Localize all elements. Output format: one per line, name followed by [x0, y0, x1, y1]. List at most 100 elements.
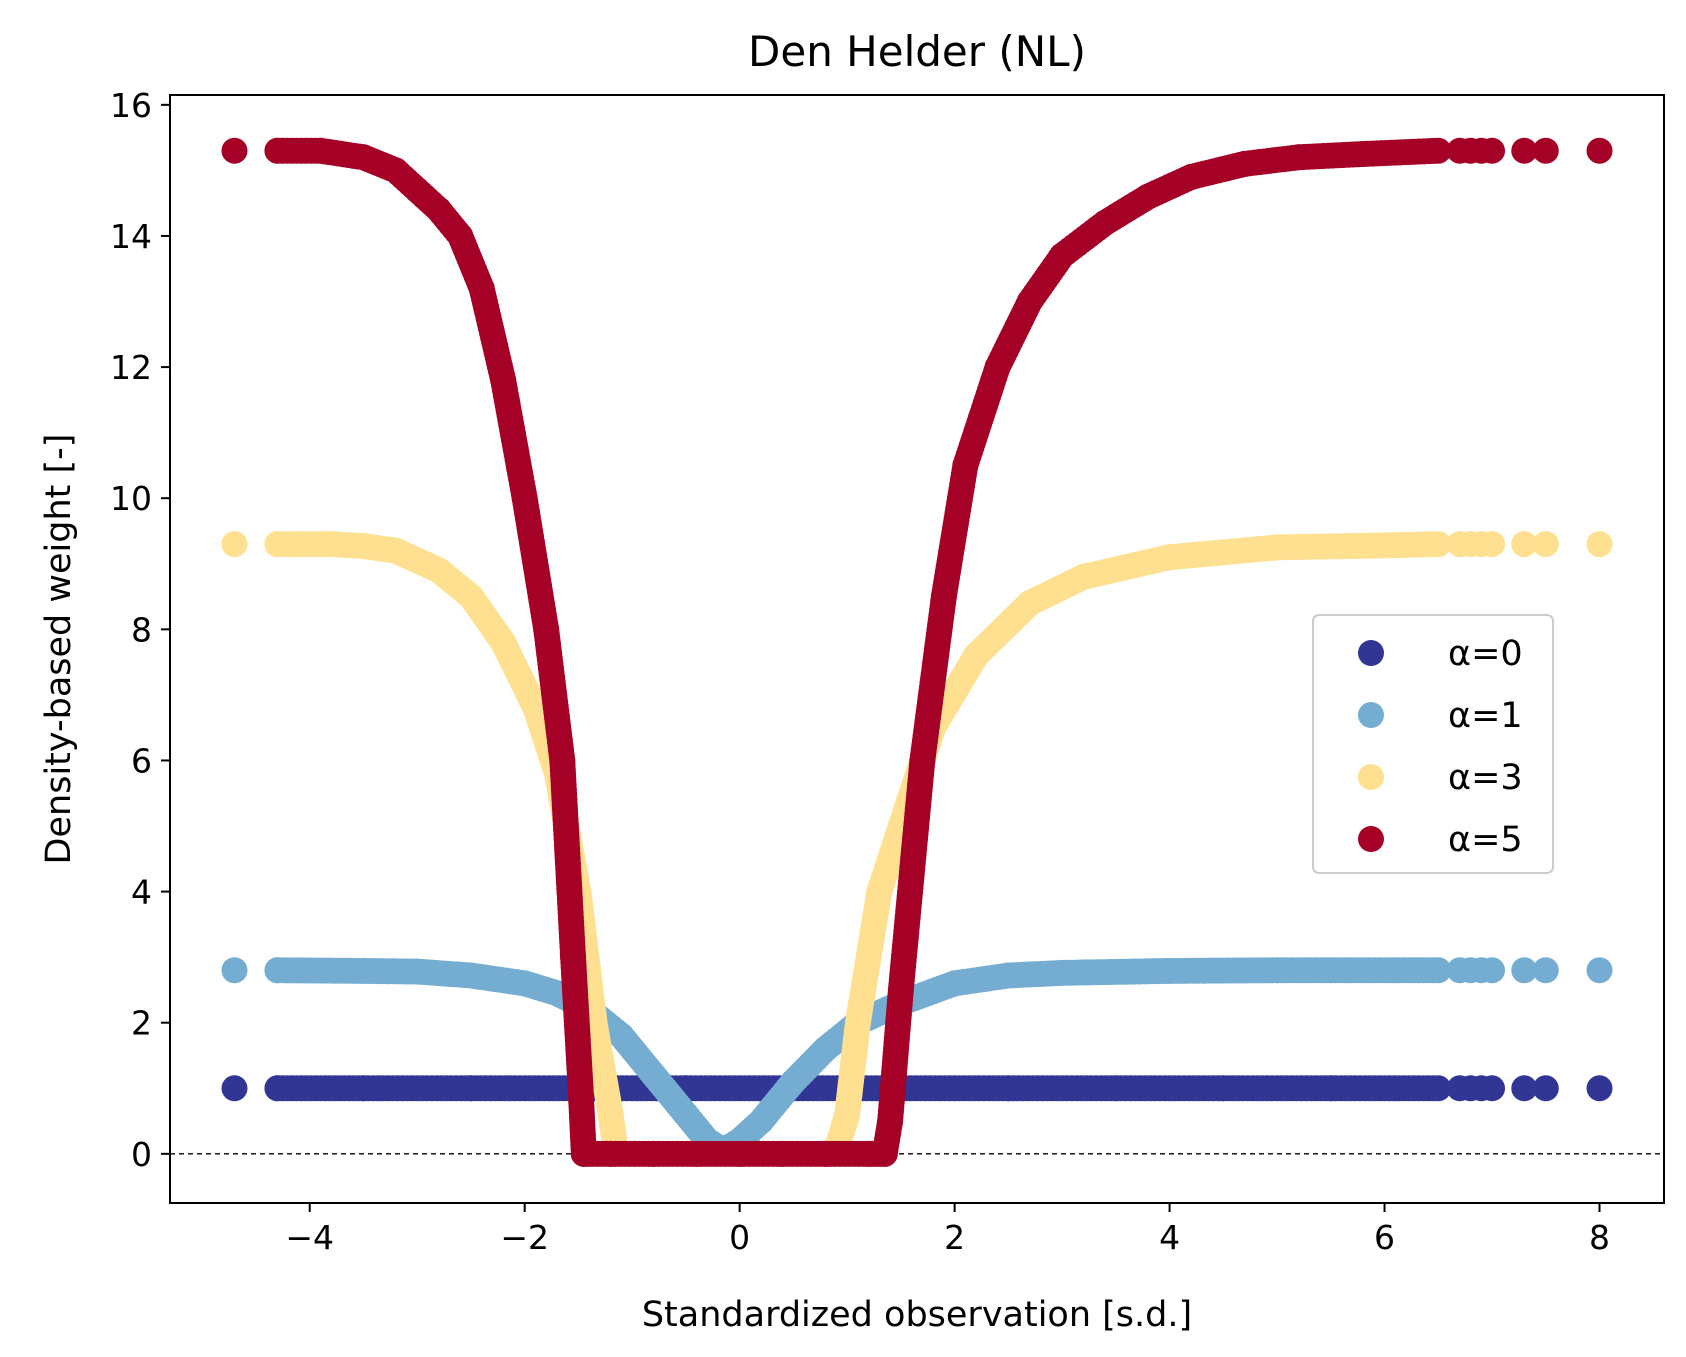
- x-axis-title: Standardized observation [s.d.]: [642, 1295, 1192, 1335]
- data-point: [1156, 544, 1183, 571]
- y-tick-label: 12: [110, 348, 152, 387]
- data-point: [1317, 1075, 1344, 1102]
- data-point: [1092, 209, 1119, 236]
- x-tick-label: −4: [285, 1218, 334, 1257]
- data-point: [909, 747, 936, 774]
- data-point: [1479, 531, 1506, 558]
- data-point: [963, 642, 990, 669]
- data-point: [560, 944, 587, 971]
- data-point: [1049, 242, 1076, 269]
- data-point: [608, 1022, 635, 1049]
- data-point: [780, 1068, 807, 1095]
- y-tick-label: 16: [110, 86, 152, 125]
- data-point: [640, 1062, 667, 1089]
- data-point: [640, 1140, 667, 1167]
- y-tick-label: 14: [110, 217, 152, 256]
- data-point: [382, 157, 409, 184]
- data-point: [221, 137, 248, 164]
- data-point: [457, 962, 484, 989]
- data-point: [382, 537, 409, 564]
- data-point: [930, 583, 957, 610]
- series-1: [221, 957, 1613, 1164]
- data-point: [404, 958, 431, 985]
- data-point: [1479, 1075, 1506, 1102]
- series-3: [221, 137, 1613, 1167]
- plot-area: [170, 137, 1664, 1167]
- data-point: [533, 616, 560, 643]
- data-point: [549, 747, 576, 774]
- data-point: [1264, 957, 1291, 984]
- x-tick-label: 4: [1159, 1218, 1180, 1257]
- data-point: [511, 970, 538, 997]
- data-point: [1425, 957, 1452, 984]
- data-point: [1425, 1075, 1452, 1102]
- x-tick-label: 2: [944, 1218, 965, 1257]
- data-point: [350, 1075, 377, 1102]
- data-point: [834, 1101, 861, 1128]
- data-point: [1586, 137, 1613, 164]
- data-point: [221, 1075, 248, 1102]
- plot-frame: [169, 94, 1665, 1204]
- data-point: [748, 1108, 775, 1135]
- data-point: [1210, 1075, 1237, 1102]
- data-point: [490, 367, 517, 394]
- data-point: [264, 957, 291, 984]
- y-tick-label: 10: [110, 479, 152, 518]
- data-point: [1586, 531, 1613, 558]
- data-point: [567, 1075, 594, 1102]
- data-point: [844, 1009, 871, 1036]
- legend-label: α=0: [1448, 634, 1523, 674]
- legend-label: α=3: [1448, 758, 1523, 798]
- legend-label: α=5: [1448, 820, 1523, 860]
- data-point: [995, 1075, 1022, 1102]
- data-point: [887, 976, 914, 1003]
- chart-title: Den Helder (NL): [748, 27, 1086, 76]
- data-point: [1350, 141, 1377, 168]
- data-point: [1371, 532, 1398, 559]
- y-tick-label: 6: [131, 741, 152, 780]
- data-point: [1264, 534, 1291, 561]
- legend-label: α=1: [1448, 696, 1523, 736]
- data-point: [1532, 1075, 1559, 1102]
- y-tick-label: 0: [131, 1135, 152, 1174]
- data-point: [447, 222, 474, 249]
- data-point: [1532, 137, 1559, 164]
- data-point: [522, 695, 549, 722]
- data-point: [221, 531, 248, 558]
- data-point: [1479, 957, 1506, 984]
- data-point: [425, 196, 452, 223]
- data-point: [597, 1140, 624, 1167]
- data-point: [952, 452, 979, 479]
- data-point: [1285, 144, 1312, 171]
- data-point: [511, 485, 538, 512]
- data-point: [1586, 1075, 1613, 1102]
- data-point: [683, 1140, 710, 1167]
- data-point: [1102, 1075, 1129, 1102]
- data-point: [871, 1140, 898, 1167]
- data-point: [457, 1075, 484, 1102]
- x-tick-label: 8: [1589, 1218, 1610, 1257]
- data-point: [490, 629, 517, 656]
- data-point: [1049, 959, 1076, 986]
- data-point: [1425, 531, 1452, 558]
- data-point: [350, 144, 377, 171]
- data-point: [570, 1140, 597, 1167]
- data-point: [221, 957, 248, 984]
- data-point: [307, 137, 334, 164]
- data-point: [350, 533, 377, 560]
- legend-box: [1312, 614, 1554, 874]
- data-point: [726, 1140, 753, 1167]
- data-point: [672, 1101, 699, 1128]
- data-point: [941, 970, 968, 997]
- series-group: [170, 137, 1664, 1167]
- data-point: [1532, 957, 1559, 984]
- data-point: [1511, 957, 1538, 984]
- x-tick-label: 0: [729, 1218, 750, 1257]
- data-point: [1178, 163, 1205, 190]
- data-point: [769, 1140, 796, 1167]
- data-point: [1479, 137, 1506, 164]
- data-point: [1135, 183, 1162, 210]
- data-point: [1016, 288, 1043, 315]
- data-point: [264, 531, 291, 558]
